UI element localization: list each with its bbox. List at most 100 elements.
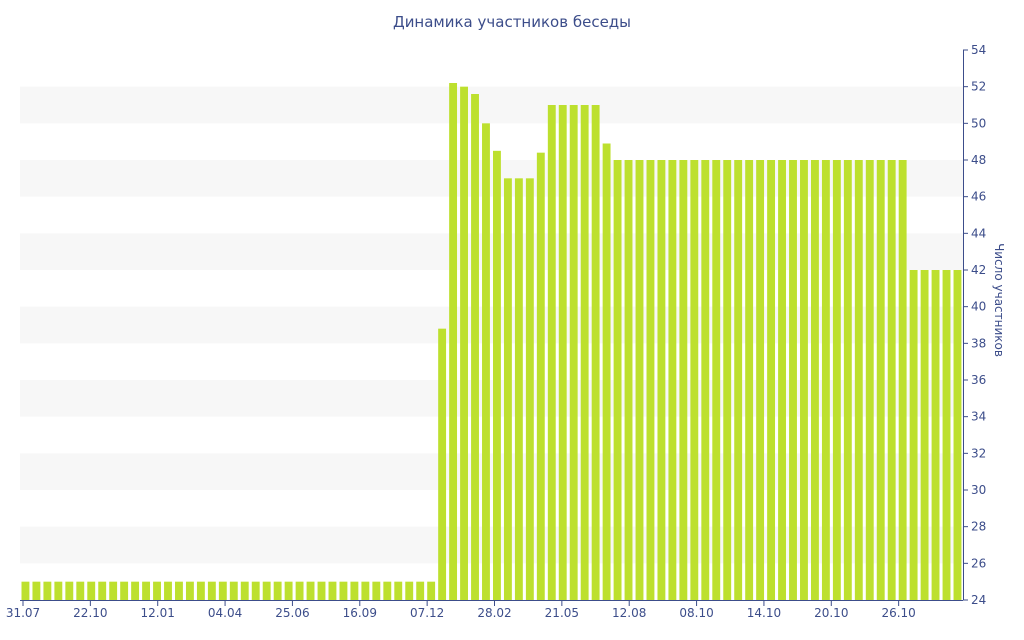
x-tick-label: 25.06 (275, 606, 309, 620)
bar (273, 581, 282, 600)
bar (328, 581, 337, 600)
bar (295, 581, 304, 600)
bar (778, 160, 786, 600)
bar (887, 160, 896, 600)
bar (120, 581, 129, 600)
bar (745, 160, 754, 600)
y-tick-label: 38 (971, 336, 986, 350)
bar (98, 581, 107, 600)
bar (284, 581, 293, 600)
bar (76, 581, 85, 600)
x-tick-label: 28.02 (477, 606, 511, 620)
bar (800, 160, 808, 600)
bar (756, 160, 765, 600)
bar (175, 581, 183, 600)
bar (21, 581, 30, 600)
bar (821, 160, 830, 600)
bar (591, 105, 600, 600)
bar (547, 105, 556, 600)
x-tick-label: 16.09 (343, 606, 377, 620)
bar (624, 160, 633, 600)
grid-band (20, 453, 963, 490)
y-tick-label: 36 (971, 373, 986, 387)
bar (416, 581, 425, 600)
bar (109, 581, 118, 600)
bar (690, 160, 699, 600)
bar (87, 581, 96, 600)
x-tick-label: 04.04 (208, 606, 242, 620)
y-tick-label: 32 (971, 446, 986, 460)
bar (843, 160, 852, 600)
grid-band (20, 86, 963, 124)
bar (635, 160, 644, 600)
bar (471, 94, 479, 600)
bar (240, 581, 249, 600)
bar (558, 105, 567, 600)
bar (164, 581, 172, 600)
y-tick-label: 42 (971, 263, 986, 277)
x-tick-label: 07.12 (410, 606, 444, 620)
bar (153, 581, 161, 600)
bar (723, 160, 732, 600)
bar (438, 328, 447, 600)
x-tick-label: 12.08 (612, 606, 646, 620)
grid-band (20, 233, 963, 270)
bar (229, 581, 238, 600)
bar (65, 581, 74, 600)
bar (602, 143, 611, 600)
y-tick-label: 52 (971, 80, 986, 94)
grid-band (20, 526, 963, 564)
bar (142, 581, 151, 600)
bar (427, 581, 436, 600)
bar (920, 270, 929, 600)
bar (32, 581, 41, 600)
bar (909, 270, 918, 600)
bar (865, 160, 874, 600)
bar (131, 581, 140, 600)
bar (767, 160, 776, 600)
x-tick-label: 26.10 (881, 606, 915, 620)
bar (317, 581, 326, 600)
y-tick-label: 44 (971, 226, 986, 240)
bar (54, 581, 63, 600)
bar (701, 160, 710, 600)
bar (942, 270, 951, 600)
bar (734, 160, 743, 600)
bar (832, 160, 841, 600)
grid-band (20, 160, 963, 197)
y-tick-label: 48 (971, 153, 986, 167)
bar (876, 160, 885, 600)
y-tick-label: 30 (971, 483, 986, 497)
bar (339, 581, 348, 600)
bar (931, 270, 940, 600)
bar (898, 160, 907, 600)
y-tick-label: 40 (971, 300, 986, 314)
bar (712, 160, 721, 600)
bar (482, 123, 490, 600)
x-tick-label: 22.10 (73, 606, 107, 620)
bar (789, 160, 797, 600)
bar (810, 160, 819, 600)
grid-band (20, 306, 963, 344)
bar (207, 581, 216, 600)
bar (185, 581, 194, 600)
bar (350, 581, 359, 600)
bar (394, 581, 403, 600)
y-tick-label: 24 (971, 593, 986, 607)
bar (536, 152, 545, 601)
chart-title: Динамика участников беседы (392, 13, 632, 31)
bar (514, 178, 523, 600)
bar (405, 581, 414, 600)
bar (449, 83, 458, 600)
x-tick-label: 14.10 (747, 606, 781, 620)
x-tick-label: 20.10 (814, 606, 848, 620)
x-tick-label: 21.05 (545, 606, 579, 620)
y-tick-label: 34 (971, 410, 986, 424)
y-tick-label: 54 (971, 43, 986, 57)
bar (953, 270, 962, 600)
bar (493, 150, 501, 600)
bar (613, 160, 622, 600)
bar (361, 581, 370, 600)
y-tick-label: 26 (971, 556, 986, 570)
bar (580, 105, 589, 600)
